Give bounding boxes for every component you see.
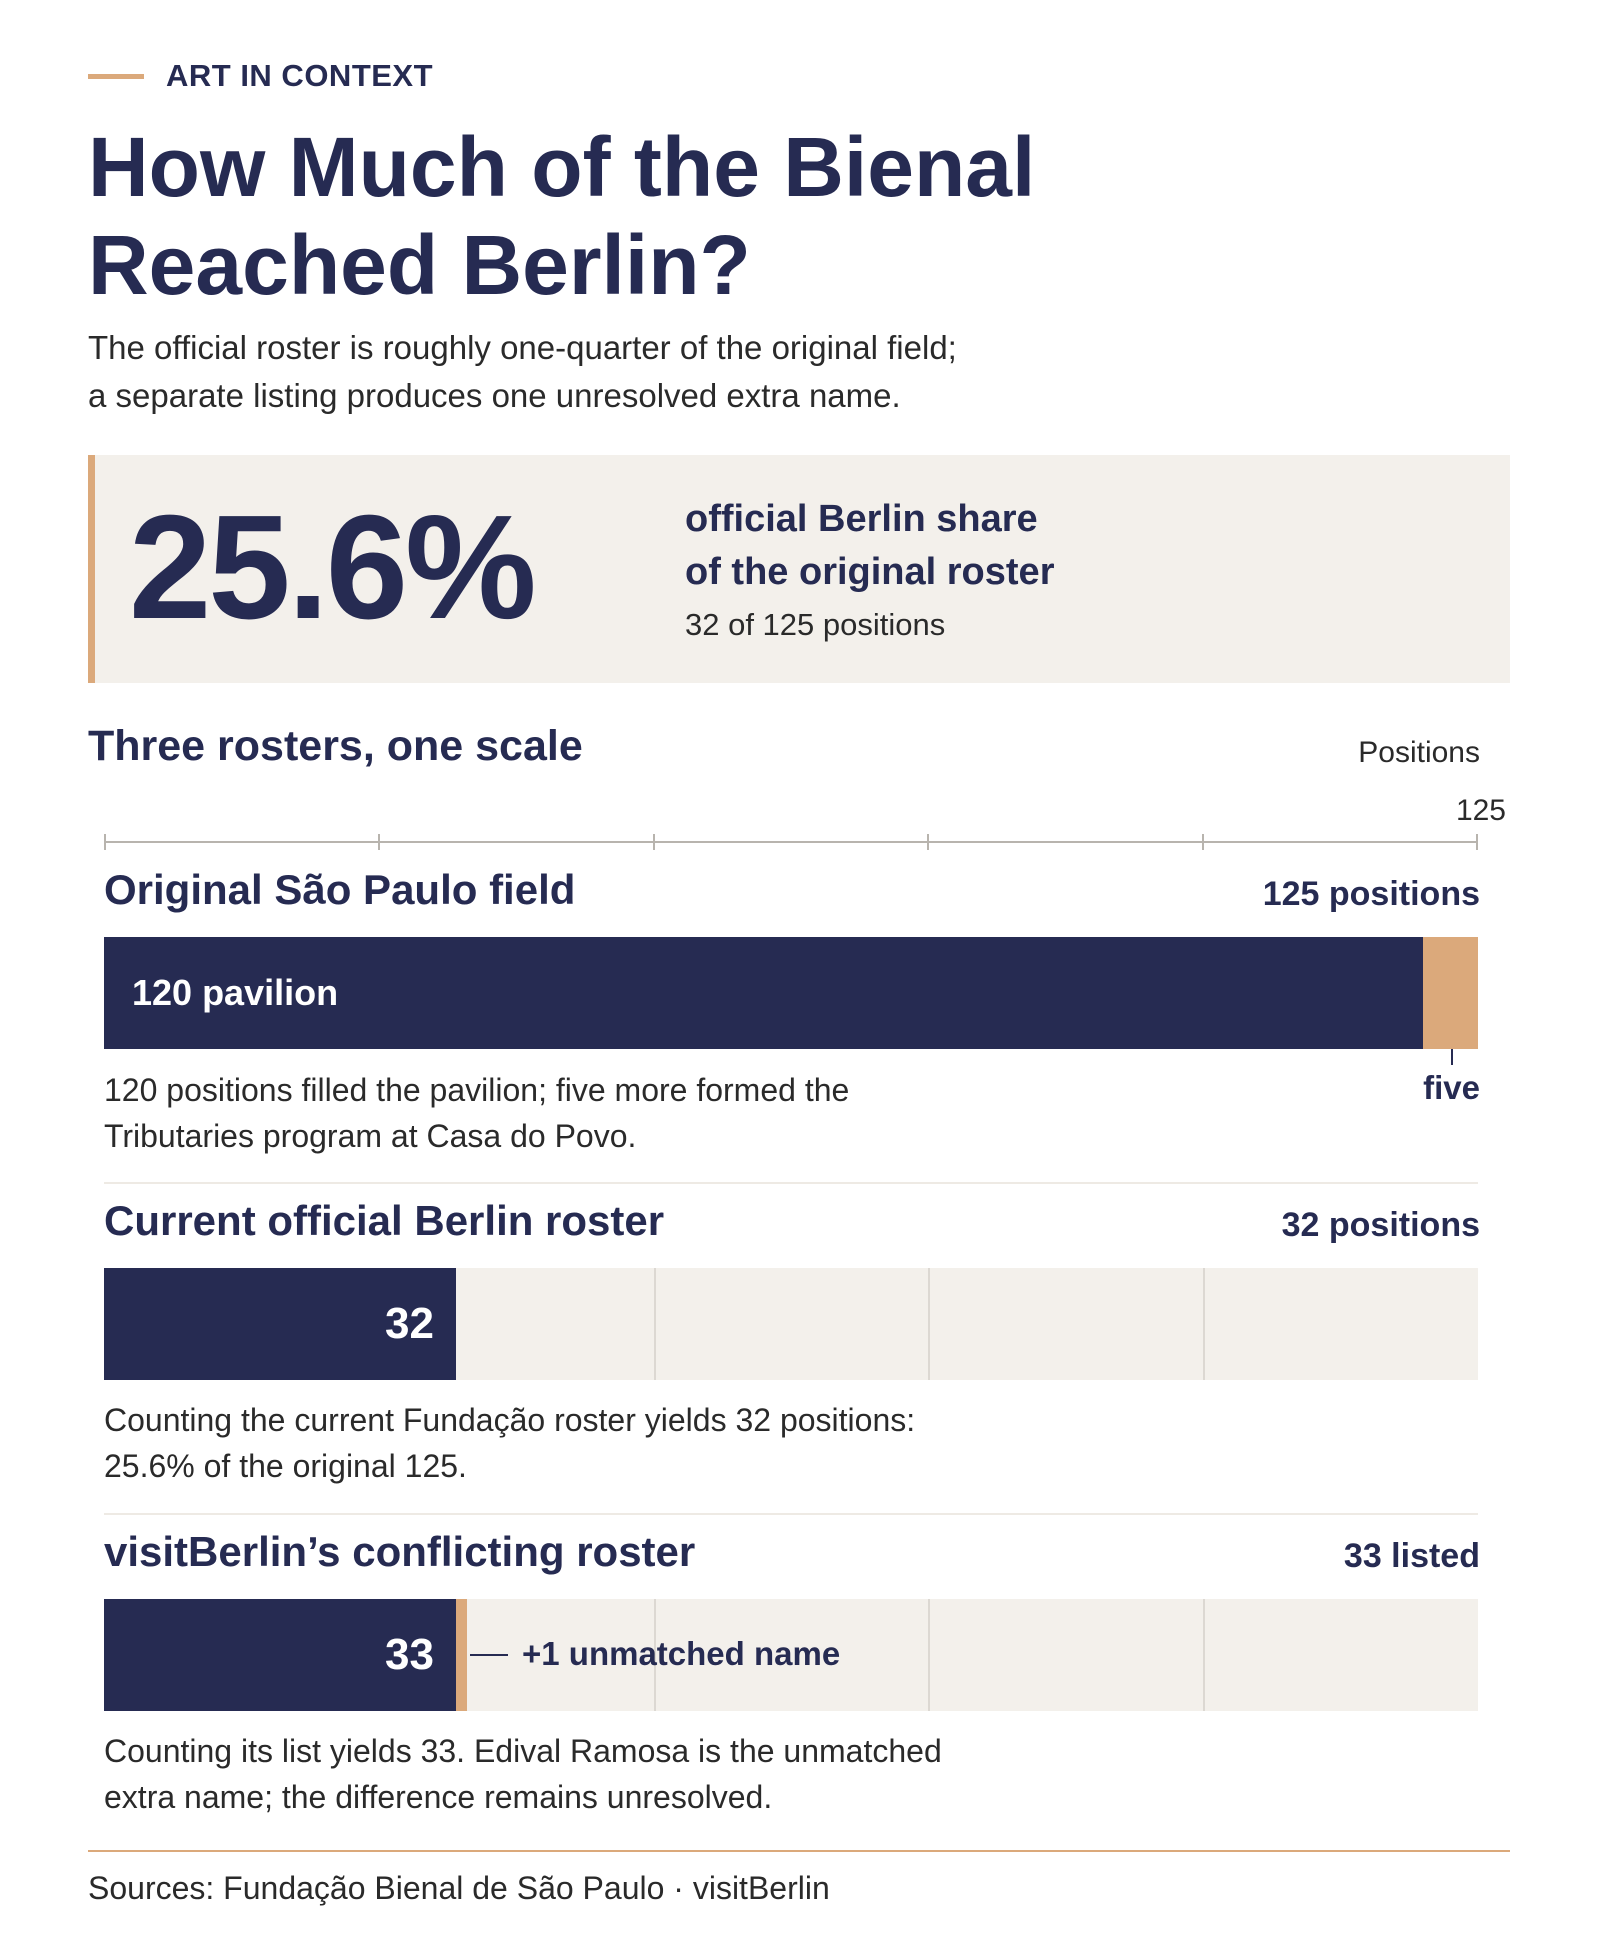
kicker: ART IN CONTEXT <box>88 58 433 94</box>
unmatched-connector <box>470 1654 508 1656</box>
bar-gridline <box>928 1268 930 1380</box>
row-note-visitberlin-line-1: Counting its list yields 33. Edival Ramo… <box>104 1733 942 1769</box>
unmatched-label: +1 unmatched name <box>522 1635 841 1672</box>
axis-label: Positions <box>1358 736 1480 769</box>
row-note-official-line-1: Counting the current Fundação roster yie… <box>104 1402 916 1438</box>
callout-label: official Berlin share of the original ro… <box>685 493 1245 599</box>
sources-footer: Sources: Fundação Bienal de São Paulo · … <box>88 1870 830 1906</box>
kicker-rule <box>88 73 144 79</box>
page-title: How Much of the Bienal Reached Berlin? <box>88 120 1036 312</box>
five-tick <box>1451 1049 1453 1065</box>
row-note-visitberlin: Counting its list yields 33. Edival Ramo… <box>104 1728 1154 1820</box>
subtitle: The official roster is roughly one-quart… <box>88 324 1288 420</box>
bar-gridline <box>654 1599 656 1711</box>
row-total-visitberlin: 33 listed <box>1343 1537 1480 1575</box>
callout-label-line-1: official Berlin share <box>685 498 1038 540</box>
bar-visitberlin-matched <box>104 1599 456 1711</box>
x-axis-ticks <box>104 834 1478 850</box>
row-title-original: Original São Paulo field <box>104 866 576 913</box>
section-title: Three rosters, one scale <box>88 722 583 770</box>
bar-original-five <box>1423 937 1478 1049</box>
row-note-official-line-2: 25.6% of the original 125. <box>104 1448 467 1484</box>
bar-gridline <box>928 1599 930 1711</box>
row-note-official: Counting the current Fundação roster yie… <box>104 1397 1154 1489</box>
callout-sub: 32 of 125 positions <box>685 607 946 642</box>
subtitle-line-2: a separate listing produces one unresolv… <box>88 377 901 414</box>
footer-rule <box>88 1850 1510 1852</box>
row-note-original-line-2: Tributaries program at Casa do Povo. <box>104 1118 637 1154</box>
bar-gridline <box>1203 1599 1205 1711</box>
row-total-original: 125 positions <box>1262 875 1480 913</box>
bar-gridline <box>1203 1268 1205 1380</box>
subtitle-line-1: The official roster is roughly one-quart… <box>88 329 957 366</box>
bar-original-pavilion <box>104 937 1423 1049</box>
row-title-official: Current official Berlin roster <box>104 1197 665 1244</box>
bar-gridline <box>654 1268 656 1380</box>
row-title-visitberlin: visitBerlin’s conflicting roster <box>104 1528 696 1575</box>
bar-track-original: 120 pavilion <box>104 937 1478 1049</box>
row-note-original: 120 positions filled the pavilion; five … <box>104 1067 1154 1159</box>
axis-max-label: 125 <box>1455 794 1506 827</box>
bar-value-official: 32 <box>385 1299 434 1348</box>
bar-track-visitberlin: 33 +1 unmatched name <box>104 1599 1478 1711</box>
five-label: five <box>1423 1069 1480 1106</box>
bar-label-pavilion: 120 pavilion <box>132 972 339 1013</box>
row-note-visitberlin-line-2: extra name; the difference remains unres… <box>104 1779 773 1815</box>
callout-label-line-2: of the original roster <box>685 551 1055 593</box>
bar-track-official: 32 <box>104 1268 1478 1380</box>
bar-visitberlin-unmatched <box>456 1599 467 1711</box>
row-total-official: 32 positions <box>1281 1206 1480 1244</box>
row-note-original-line-1: 120 positions filled the pavilion; five … <box>104 1072 850 1108</box>
bar-official <box>104 1268 456 1380</box>
row-divider-2 <box>104 1513 1478 1515</box>
x-axis <box>104 834 1478 850</box>
big-number: 25.6% <box>129 485 537 650</box>
bar-value-visitberlin: 33 <box>385 1630 434 1679</box>
row-divider-1 <box>104 1182 1478 1184</box>
stat-callout: 25.6% official Berlin share of the origi… <box>88 455 1510 683</box>
kicker-text: ART IN CONTEXT <box>166 58 434 93</box>
